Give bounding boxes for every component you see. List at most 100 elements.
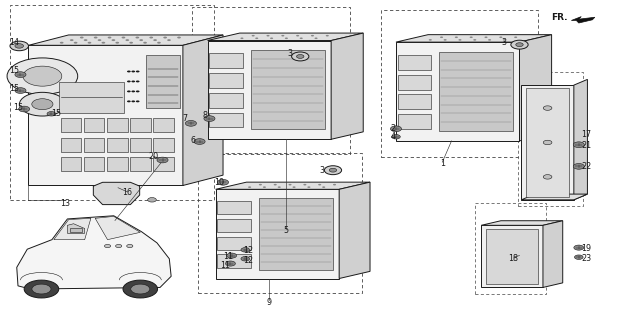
Circle shape [318, 184, 321, 186]
Circle shape [255, 37, 258, 39]
Circle shape [136, 70, 139, 72]
Text: 3: 3 [501, 38, 506, 47]
Circle shape [217, 180, 228, 185]
Circle shape [485, 36, 488, 38]
Polygon shape [215, 182, 370, 189]
Bar [439, 52, 513, 131]
Polygon shape [396, 42, 519, 141]
Circle shape [293, 186, 296, 188]
Bar [209, 53, 243, 68]
Bar [486, 228, 538, 284]
Circle shape [139, 39, 143, 41]
Circle shape [136, 91, 139, 92]
Circle shape [108, 36, 111, 38]
Circle shape [70, 39, 74, 41]
Circle shape [194, 139, 205, 144]
Polygon shape [183, 35, 223, 186]
Circle shape [143, 42, 147, 44]
Bar [61, 157, 81, 172]
Circle shape [115, 42, 119, 44]
Circle shape [511, 40, 528, 49]
Circle shape [225, 261, 235, 266]
Circle shape [241, 248, 249, 252]
Bar [84, 138, 105, 152]
Circle shape [111, 39, 115, 41]
Bar [518, 72, 583, 206]
Polygon shape [481, 221, 563, 225]
Circle shape [241, 257, 249, 261]
Bar [209, 113, 243, 127]
Bar [130, 157, 151, 172]
Circle shape [15, 88, 26, 93]
Bar [217, 236, 251, 250]
Polygon shape [574, 79, 587, 200]
Circle shape [136, 81, 139, 82]
Circle shape [324, 166, 342, 175]
Circle shape [543, 175, 552, 179]
Bar [398, 55, 431, 70]
Text: 22: 22 [581, 162, 591, 171]
Bar [521, 85, 574, 200]
Circle shape [47, 112, 56, 116]
Circle shape [543, 106, 552, 110]
Text: 15: 15 [9, 66, 19, 75]
Circle shape [240, 37, 243, 39]
Circle shape [488, 39, 491, 41]
Bar [61, 118, 81, 132]
Circle shape [131, 81, 135, 82]
Text: 1: 1 [439, 159, 445, 168]
Bar [84, 157, 105, 172]
Circle shape [444, 39, 447, 41]
Bar [381, 10, 538, 157]
Text: 2: 2 [391, 124, 396, 132]
Circle shape [297, 54, 304, 58]
Bar [146, 55, 180, 108]
Circle shape [573, 142, 584, 148]
Bar [71, 228, 82, 232]
Circle shape [470, 36, 473, 38]
Circle shape [288, 184, 292, 186]
Circle shape [185, 121, 196, 126]
Circle shape [98, 39, 102, 41]
Circle shape [573, 164, 584, 169]
Text: 18: 18 [508, 254, 518, 263]
Circle shape [303, 184, 306, 186]
Circle shape [157, 157, 168, 163]
Circle shape [32, 284, 51, 294]
Circle shape [274, 184, 277, 186]
Circle shape [19, 92, 66, 116]
Circle shape [127, 91, 131, 92]
Circle shape [84, 39, 87, 41]
Bar [209, 73, 243, 88]
Circle shape [281, 35, 284, 36]
Circle shape [314, 37, 318, 39]
Bar [475, 203, 546, 294]
Text: 4: 4 [391, 132, 396, 140]
Bar [59, 82, 124, 113]
Circle shape [127, 81, 131, 82]
Circle shape [131, 91, 135, 92]
Circle shape [311, 35, 314, 36]
Bar [217, 254, 251, 268]
Circle shape [80, 36, 84, 38]
Circle shape [154, 39, 157, 41]
Text: 12: 12 [243, 246, 253, 255]
Bar [10, 5, 214, 200]
Circle shape [204, 116, 215, 122]
Circle shape [500, 36, 503, 38]
Circle shape [88, 42, 92, 44]
Circle shape [131, 70, 135, 72]
Circle shape [300, 37, 303, 39]
Polygon shape [67, 224, 85, 233]
Circle shape [270, 37, 273, 39]
Circle shape [32, 99, 53, 110]
Polygon shape [28, 45, 183, 186]
Circle shape [455, 36, 458, 38]
Text: 9: 9 [267, 298, 272, 307]
Circle shape [248, 186, 251, 188]
Circle shape [123, 280, 158, 298]
Bar [84, 118, 105, 132]
Circle shape [121, 36, 125, 38]
Circle shape [131, 100, 135, 102]
Text: 13: 13 [60, 198, 70, 207]
